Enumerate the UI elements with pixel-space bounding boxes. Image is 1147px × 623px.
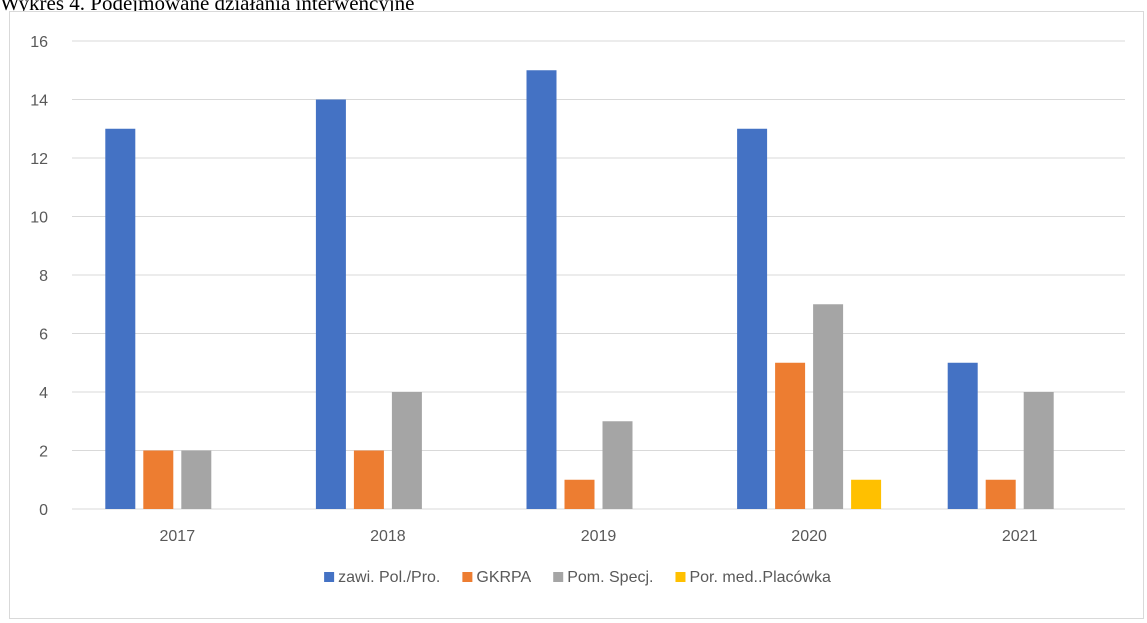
bar-2020-1 bbox=[775, 362, 806, 509]
bar-2019-0 bbox=[526, 70, 557, 509]
y-tick-label-16: 16 bbox=[30, 34, 48, 51]
legend-swatch-1 bbox=[462, 572, 473, 582]
bar-2021-1 bbox=[985, 479, 1016, 509]
chart-frame: 0 2 4 6 8 10 12 14 16 2017 2018 2019 2020 2021 zawi. P… bbox=[9, 11, 1144, 619]
bar-2018-1 bbox=[353, 450, 384, 509]
legend-label-3: Por. med..Placówka bbox=[689, 569, 831, 586]
y-tick-label-6: 6 bbox=[39, 327, 48, 344]
bar-2017-1 bbox=[143, 450, 174, 509]
bar-2018-0 bbox=[315, 99, 346, 509]
x-tick-label-2018: 2018 bbox=[370, 528, 406, 545]
y-tick-label-14: 14 bbox=[30, 93, 48, 110]
legend-label-0: zawi. Pol./Pro. bbox=[338, 569, 440, 586]
x-tick-label-2020: 2020 bbox=[791, 528, 827, 545]
bar-2020-0 bbox=[737, 128, 768, 509]
legend-label-1: GKRPA bbox=[476, 569, 531, 586]
bar-2017-2 bbox=[181, 450, 212, 509]
x-tick-label-2017: 2017 bbox=[160, 528, 196, 545]
bar-2018-2 bbox=[391, 392, 422, 509]
legend-swatch-0 bbox=[324, 572, 335, 582]
bar-2019-2 bbox=[602, 421, 633, 509]
bar-2019-1 bbox=[564, 479, 595, 509]
bar-2017-0 bbox=[105, 128, 136, 509]
legend-label-2: Pom. Specj. bbox=[567, 569, 653, 586]
y-tick-label-12: 12 bbox=[30, 151, 48, 168]
y-tick-label-2: 2 bbox=[39, 444, 48, 461]
y-tick-label-10: 10 bbox=[30, 210, 48, 227]
y-tick-label-0: 0 bbox=[39, 502, 48, 519]
x-tick-label-2021: 2021 bbox=[1002, 528, 1038, 545]
bar-2021-2 bbox=[1023, 392, 1054, 509]
legend-swatch-3 bbox=[675, 572, 686, 582]
bar-2020-2 bbox=[813, 304, 844, 509]
x-tick-label-2019: 2019 bbox=[581, 528, 617, 545]
bar-2020-3 bbox=[851, 479, 882, 509]
legend-swatch-2 bbox=[553, 572, 564, 582]
y-tick-label-8: 8 bbox=[39, 268, 48, 285]
bar-chart: 0 2 4 6 8 10 12 14 16 2017 2018 2019 2020 2021 zawi. P… bbox=[30, 34, 1125, 586]
y-tick-label-4: 4 bbox=[39, 385, 48, 402]
bar-2021-0 bbox=[947, 362, 978, 509]
